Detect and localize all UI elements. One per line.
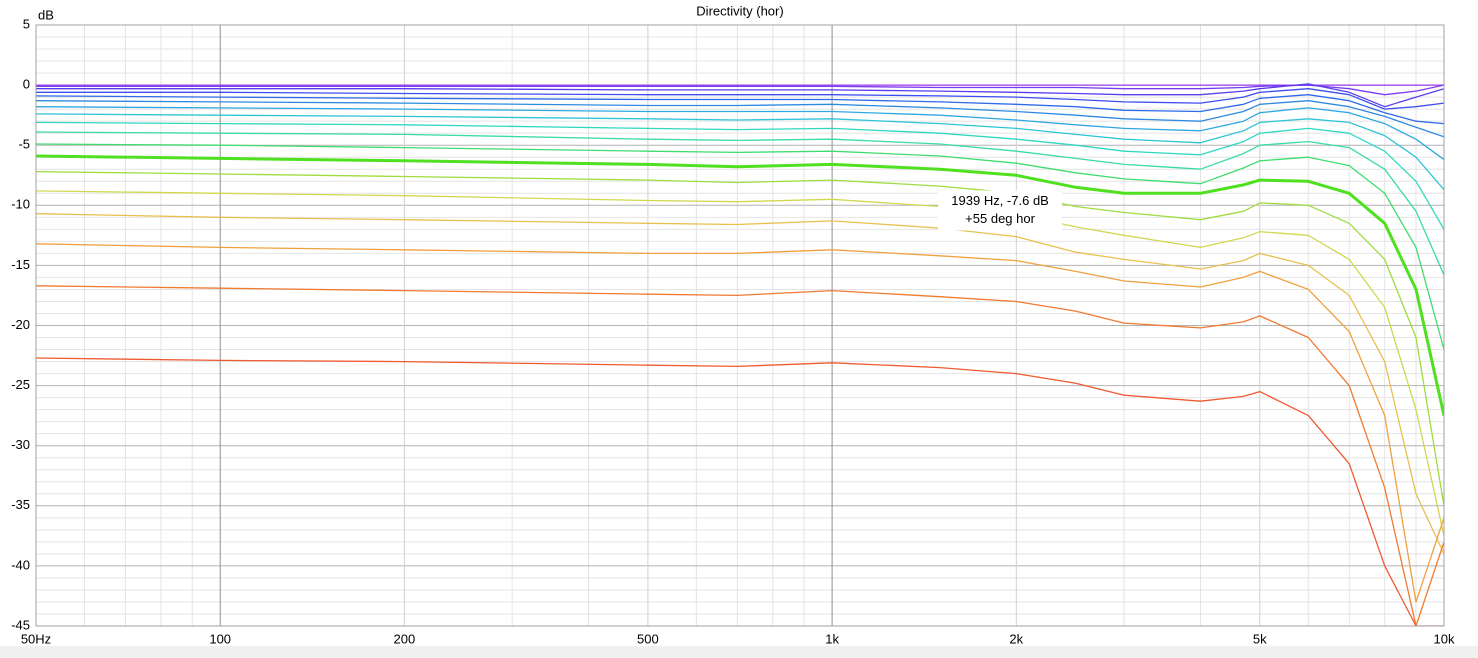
chart-title: Directivity (hor): [696, 3, 783, 18]
series-line: [36, 100, 1444, 138]
y-tick-label: -10: [11, 197, 30, 212]
y-tick-label: 5: [23, 16, 30, 31]
series-line: [36, 213, 1444, 555]
y-axis-label: dB: [38, 7, 54, 22]
series-line: [36, 106, 1444, 161]
tooltip-text: 1939 Hz, -7.6 dB: [951, 193, 1049, 208]
tooltip-box: [938, 190, 1063, 231]
x-tick-label: 5k: [1253, 631, 1267, 646]
series-line: [36, 357, 1444, 626]
y-tick-label: -35: [11, 497, 30, 512]
x-tick-label: 2k: [1009, 631, 1023, 646]
series-line: [36, 88, 1444, 110]
series-line: [36, 243, 1444, 603]
series-line: [36, 131, 1444, 276]
series-line: [36, 170, 1444, 506]
series-line: [36, 121, 1444, 230]
series-line: [36, 285, 1444, 626]
plot-lines: [36, 83, 1444, 626]
y-tick-label: -20: [11, 317, 30, 332]
tooltip-text: +55 deg hor: [965, 211, 1035, 226]
series-line: [36, 94, 1444, 125]
x-tick-label: 200: [394, 631, 416, 646]
series-line: [36, 83, 1444, 108]
x-tick-label: 10k: [1434, 631, 1455, 646]
y-tick-label: -25: [11, 377, 30, 392]
y-tick-label: 0: [23, 77, 30, 92]
series-line: [36, 190, 1444, 537]
x-tick-label: 500: [637, 631, 659, 646]
series-line: [36, 84, 1444, 96]
series-line: [36, 113, 1444, 191]
y-tick-label: -15: [11, 257, 30, 272]
tooltip: 1939 Hz, -7.6 dB +55 deg hor: [938, 190, 1063, 231]
y-tick-label: -5: [18, 137, 30, 152]
y-tick-label: -40: [11, 557, 30, 572]
x-tick-label: 100: [209, 631, 231, 646]
series-line: [36, 154, 1444, 416]
series-line: [36, 143, 1444, 350]
plot-frame: [35, 24, 1445, 627]
y-tick-label: -30: [11, 437, 30, 452]
x-tick-label: 50Hz: [21, 631, 51, 646]
x-tick-label: 1k: [825, 631, 839, 646]
y-tick-label: -45: [11, 617, 30, 632]
